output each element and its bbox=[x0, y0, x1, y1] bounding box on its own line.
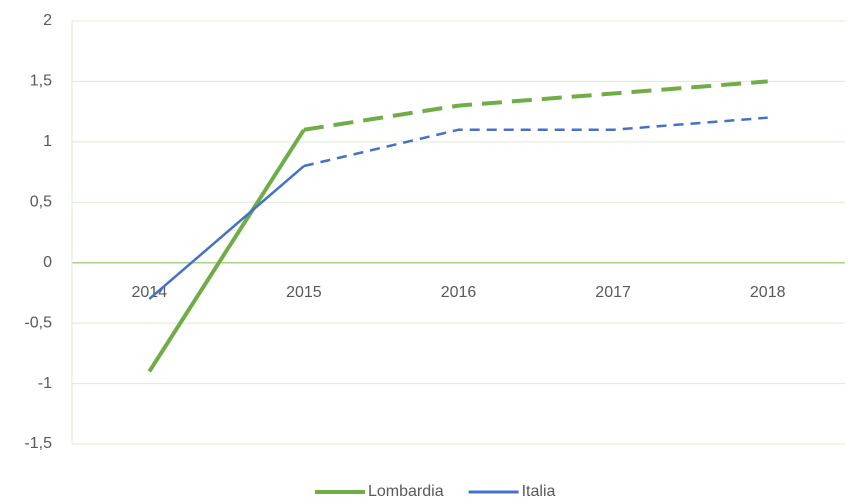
y-tick-label: -1 bbox=[38, 375, 52, 392]
y-tick-label: 2 bbox=[43, 12, 52, 29]
y-tick-label: 0 bbox=[43, 254, 52, 271]
legend-label: Italia bbox=[522, 483, 556, 500]
x-tick-label: 2015 bbox=[286, 284, 322, 301]
x-tick-label: 2017 bbox=[595, 284, 631, 301]
x-tick-label: 2014 bbox=[132, 284, 168, 301]
y-tick-label: -1,5 bbox=[24, 435, 52, 452]
y-tick-label: 1 bbox=[43, 133, 52, 150]
series-line bbox=[148, 165, 305, 300]
y-tick-label: -0,5 bbox=[24, 314, 52, 331]
x-tick-label: 2018 bbox=[750, 284, 786, 301]
legend-label: Lombardia bbox=[368, 483, 444, 500]
series-line bbox=[147, 128, 306, 373]
y-tick-label: 0,5 bbox=[30, 194, 52, 211]
x-tick-label: 2016 bbox=[441, 284, 477, 301]
series-line-dashed bbox=[303, 79, 768, 132]
y-tick-label: 1,5 bbox=[30, 73, 52, 90]
